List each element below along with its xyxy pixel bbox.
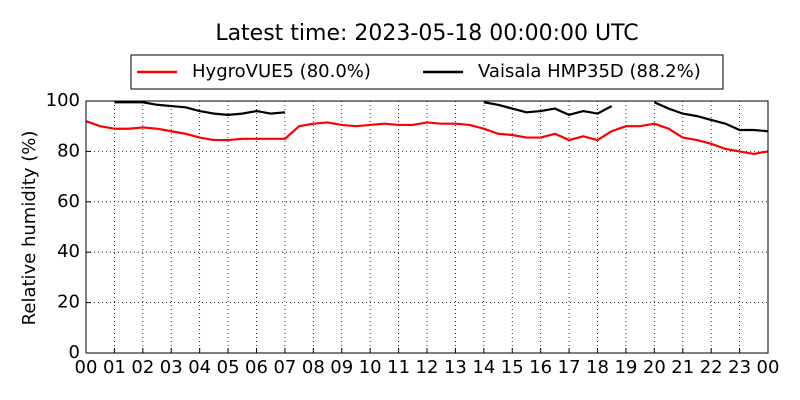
x-tick-label: 16: [529, 357, 552, 378]
x-tick-label: 03: [160, 357, 183, 378]
x-tick-label: 15: [501, 357, 524, 378]
y-tick-label: 80: [57, 140, 80, 161]
x-tick-label: 10: [359, 357, 382, 378]
y-axis-label: Relative humidity (%): [19, 131, 40, 326]
x-tick-label: 17: [558, 357, 581, 378]
x-tick-label: 08: [302, 357, 325, 378]
x-tick-label: 13: [444, 357, 467, 378]
x-tick-label: 07: [273, 357, 296, 378]
y-tick-label: 60: [57, 191, 80, 212]
legend-label: HygroVUE5 (80.0%): [192, 61, 371, 82]
x-tick-label: 12: [416, 357, 439, 378]
x-tick-label: 00: [757, 357, 780, 378]
x-tick-label: 02: [131, 357, 154, 378]
x-tick-label: 11: [387, 357, 410, 378]
y-tick-label: 0: [69, 342, 80, 363]
x-tick-label: 14: [472, 357, 495, 378]
x-tick-label: 20: [643, 357, 666, 378]
x-tick-label: 09: [330, 357, 353, 378]
chart-title: Latest time: 2023-05-18 00:00:00 UTC: [215, 21, 638, 46]
data-line: [114, 101, 769, 133]
x-tick-label: 05: [217, 357, 240, 378]
y-tick-label: 100: [46, 90, 80, 111]
x-tick-label: 23: [728, 357, 751, 378]
plot-frame: [85, 100, 769, 354]
x-tick-label: 04: [188, 357, 211, 378]
data-line: [85, 120, 769, 156]
x-tick-label: 06: [245, 357, 268, 378]
x-tick-label: 21: [671, 357, 694, 378]
x-tick-label: 00: [75, 357, 98, 378]
x-tick-label: 18: [586, 357, 609, 378]
x-tick-label: 22: [700, 357, 723, 378]
y-tick-label: 20: [57, 292, 80, 313]
y-tick-label: 40: [57, 241, 80, 262]
legend-label: Vaisala HMP35D (88.2%): [478, 61, 701, 82]
x-tick-label: 01: [103, 357, 126, 378]
x-tick-label: 19: [614, 357, 637, 378]
